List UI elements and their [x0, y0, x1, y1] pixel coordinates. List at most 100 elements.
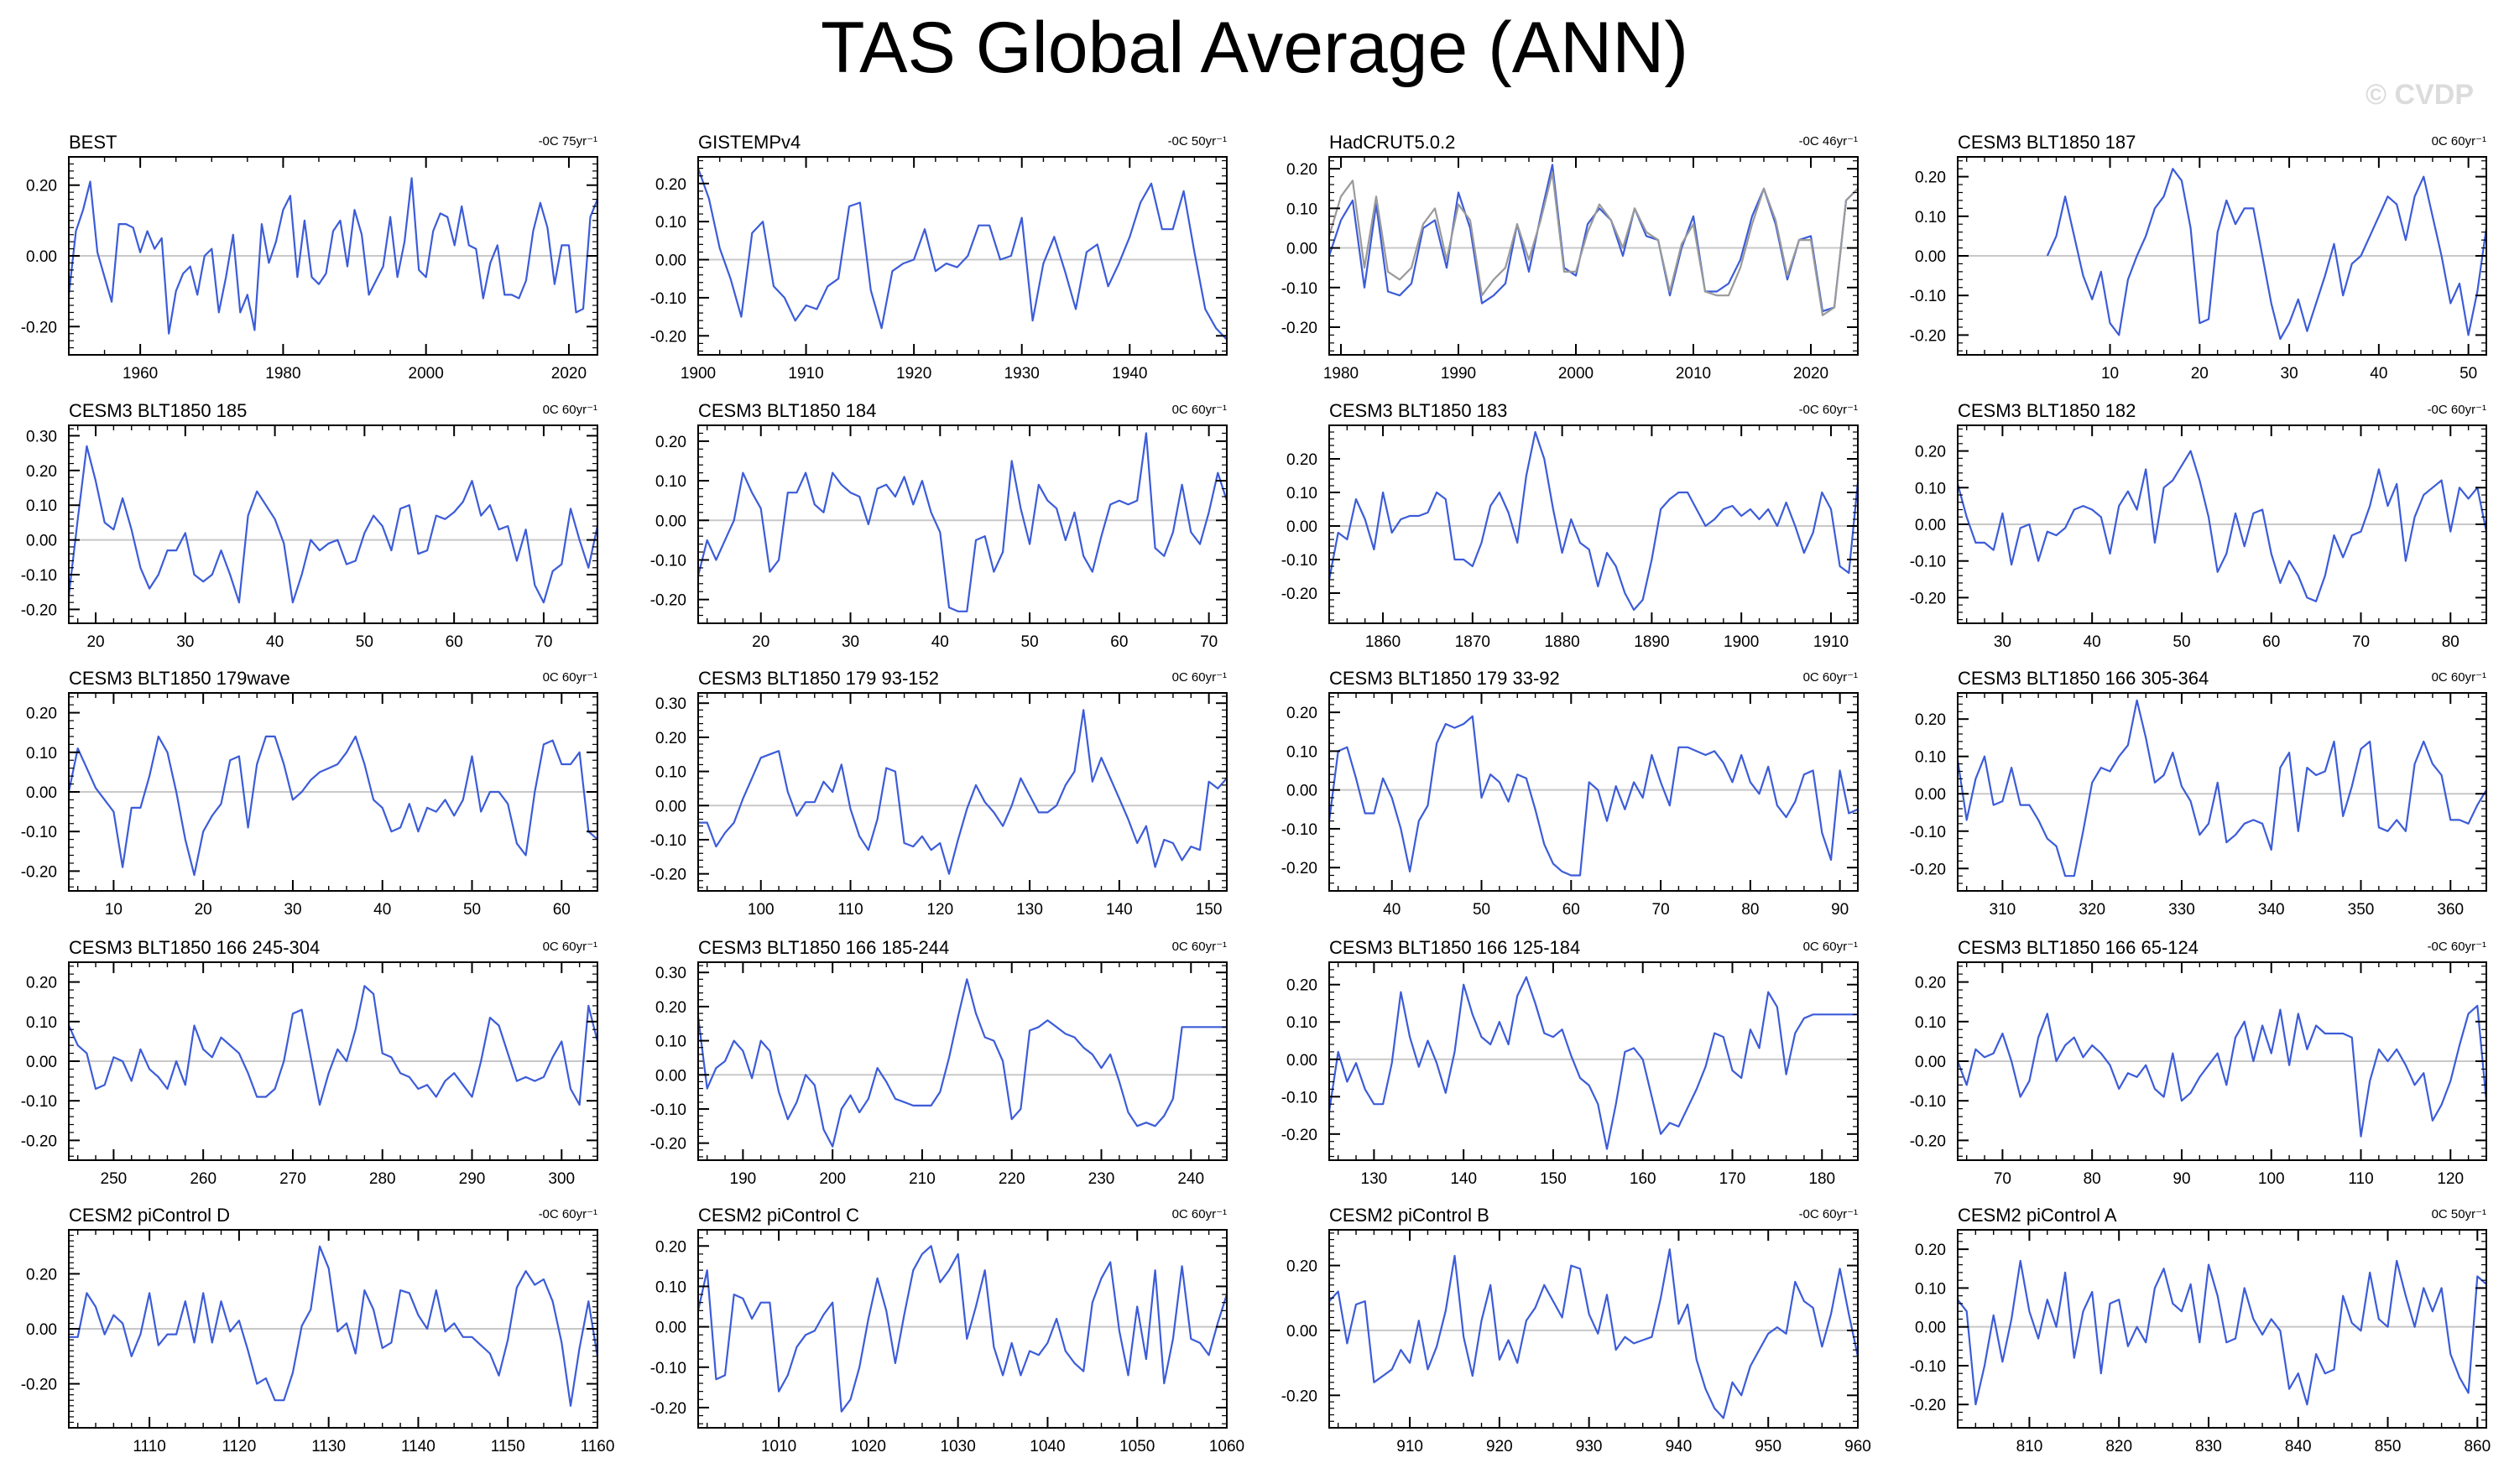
plot-frame: [697, 1229, 1228, 1429]
panel-title: CESM3 BLT1850 179 33-92: [1329, 668, 1560, 689]
x-tick-label: 180: [1808, 1170, 1835, 1188]
plot-frame: [697, 156, 1228, 356]
y-tick-label: 0.10: [1286, 743, 1317, 761]
x-tick-label: 1900: [681, 365, 716, 383]
x-tick-label: 1030: [941, 1438, 976, 1455]
y-tick-label: 0.00: [1286, 1052, 1317, 1070]
x-tick-label: 70: [1994, 1170, 2011, 1188]
y-tick-label: 0.20: [26, 975, 57, 992]
x-tick-label: 80: [1741, 901, 1759, 919]
panel: 1110 1120 1130 1140 1150 1160 -0.20 0.00 0.20 CES…: [21, 1205, 615, 1455]
x-tick-label: 170: [1719, 1170, 1746, 1188]
plot-frame: [68, 424, 598, 624]
x-tick-label: 1140: [401, 1438, 436, 1455]
y-tick-label: -0.10: [1910, 1358, 1946, 1376]
y-tick-label: -0.10: [1910, 824, 1946, 841]
panel: 190 200 210 220 230 240 -0.20 -0.10 0.00 0.10 0.20…: [650, 937, 1228, 1188]
y-tick-label: -0.20: [1910, 1397, 1946, 1414]
x-tick-label: 2020: [1793, 365, 1828, 383]
y-tick-label: -0.20: [21, 1377, 57, 1394]
y-tick-label: 0.00: [1915, 1320, 1946, 1337]
x-tick-label: 930: [1576, 1438, 1603, 1455]
panel-title: CESM3 BLT1850 166 185-244: [698, 937, 949, 958]
panel-title: CESM3 BLT1850 166 245-304: [69, 937, 320, 958]
panel-title: CESM3 BLT1850 166 65-124: [1958, 937, 2199, 958]
x-tick-label: 2000: [1558, 365, 1594, 383]
series-line: [696, 978, 1227, 1148]
y-tick-label: -0.10: [1281, 821, 1317, 839]
x-tick-label: 30: [1994, 633, 2011, 651]
x-tick-label: 20: [195, 901, 212, 919]
x-tick-label: 120: [2437, 1170, 2464, 1188]
y-tick-label: 0.10: [655, 473, 686, 491]
x-tick-label: 1990: [1441, 365, 1476, 383]
y-tick-label: 0.20: [655, 730, 686, 747]
y-tick-label: 0.00: [26, 533, 57, 550]
x-tick-label: 1050: [1119, 1438, 1155, 1455]
y-tick-label: 0.10: [655, 214, 686, 232]
x-tick-label: 910: [1396, 1438, 1423, 1455]
y-tick-label: 0.00: [655, 1067, 686, 1085]
y-tick-label: -0.10: [21, 1093, 57, 1111]
x-tick-label: 150: [1196, 901, 1223, 919]
x-tick-label: 140: [1106, 901, 1133, 919]
panel-title: CESM2 piControl A: [1958, 1205, 2117, 1226]
y-tick-label: -0.10: [1281, 280, 1317, 298]
series-line: [696, 168, 1228, 341]
y-tick-label: 0.20: [655, 176, 686, 194]
y-tick-label: -0.20: [21, 1133, 57, 1150]
y-tick-label: 0.10: [1915, 1280, 1946, 1298]
y-tick-label: -0.20: [650, 1400, 686, 1418]
trend-label: -0C 60yr⁻¹: [2428, 403, 2486, 417]
x-tick-label: 330: [2168, 901, 2195, 919]
x-tick-label: 60: [1110, 633, 1128, 651]
x-tick-label: 1110: [133, 1438, 165, 1455]
x-tick-label: 40: [373, 901, 391, 919]
x-tick-label: 40: [2370, 365, 2387, 383]
series-line: [1328, 715, 1859, 877]
y-tick-label: 0.10: [1286, 485, 1317, 502]
x-tick-label: 20: [2191, 365, 2209, 383]
x-tick-label: 150: [1540, 1170, 1567, 1188]
x-tick-label: 340: [2258, 901, 2285, 919]
y-tick-label: -0.20: [1281, 1388, 1317, 1405]
panel-title: CESM3 BLT1850 166 125-184: [1329, 937, 1580, 958]
plot-frame: [697, 692, 1228, 892]
trend-label: 0C 60yr⁻¹: [543, 403, 597, 417]
y-tick-label: 0.00: [655, 513, 686, 530]
y-tick-label: -0.10: [21, 824, 57, 841]
y-tick-label: -0.20: [21, 601, 57, 619]
trend-label: -0C 60yr⁻¹: [2428, 940, 2486, 954]
plot-frame: [1957, 692, 2487, 892]
trend-label: 0C 50yr⁻¹: [2432, 1207, 2486, 1221]
series-line: [67, 445, 599, 604]
x-tick-label: 160: [1630, 1170, 1656, 1188]
trend-label: -0C 46yr⁻¹: [1799, 134, 1858, 148]
x-tick-label: 10: [105, 901, 123, 919]
panel: 910 920 930 940 950 960 -0.20 0.00 0.20 CESM2 piC…: [1281, 1205, 1871, 1455]
y-tick-label: -0.20: [1281, 1127, 1317, 1144]
y-tick-label: 0.20: [26, 1266, 57, 1284]
panel-title: CESM3 BLT1850 183: [1329, 400, 1507, 421]
trend-label: -0C 60yr⁻¹: [1799, 403, 1858, 417]
panel-title: CESM3 BLT1850 182: [1958, 400, 2136, 421]
panel-title: CESM3 BLT1850 179wave: [69, 668, 290, 689]
y-tick-label: 0.00: [1915, 1054, 1946, 1071]
x-tick-label: 2010: [1676, 365, 1711, 383]
y-tick-label: -0.20: [1910, 861, 1946, 878]
panel-title: CESM3 BLT1850 179 93-152: [698, 668, 939, 689]
y-tick-label: 0.20: [26, 463, 57, 481]
y-tick-label: -0.20: [650, 328, 686, 346]
x-tick-label: 950: [1755, 1438, 1781, 1455]
trend-label: 0C 60yr⁻¹: [1803, 940, 1858, 954]
y-tick-label: -0.10: [1281, 1089, 1317, 1106]
x-tick-label: 60: [2262, 633, 2280, 651]
trend-label: 0C 60yr⁻¹: [1172, 403, 1227, 417]
series-line: [67, 735, 598, 877]
plot-frame: [697, 424, 1228, 624]
x-tick-label: 40: [266, 633, 284, 651]
x-tick-label: 70: [1200, 633, 1218, 651]
x-tick-label: 810: [2016, 1438, 2043, 1455]
y-tick-label: 0.10: [1286, 1014, 1317, 1032]
y-tick-label: -0.10: [1281, 552, 1317, 570]
